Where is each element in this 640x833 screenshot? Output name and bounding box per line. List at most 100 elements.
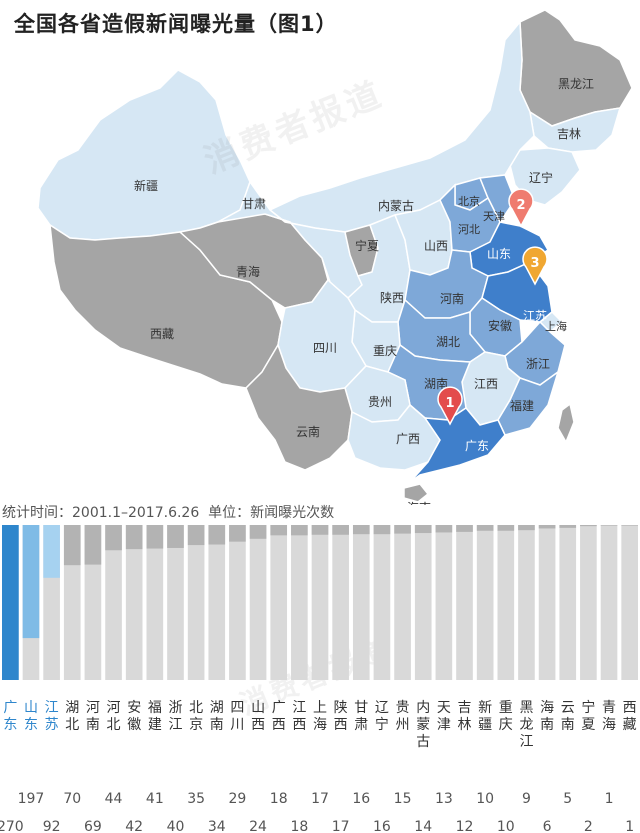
bar-山东[interactable]	[22, 525, 40, 639]
unit-label: 单位：	[208, 505, 251, 521]
bar-上海[interactable]	[311, 525, 329, 535]
bar-黑龙江[interactable]	[518, 525, 535, 531]
value-label: 41	[146, 791, 164, 807]
bar-重庆[interactable]	[497, 525, 515, 531]
value-label: 10	[476, 791, 494, 807]
tick-label: 徽	[127, 717, 141, 733]
bar-广西[interactable]	[270, 525, 288, 536]
tick-label: 上	[313, 700, 327, 716]
label-shanghai: 上海	[545, 319, 567, 333]
tick-label: 山	[251, 700, 265, 716]
bar-北京[interactable]	[187, 525, 205, 546]
bar-安徽[interactable]	[125, 525, 143, 550]
pin-rank-1: 1	[437, 386, 463, 426]
page-title: 全国各省造假新闻曝光量（图1）	[14, 12, 338, 36]
value-label: 35	[187, 791, 205, 807]
label-gansu: 甘肃	[242, 197, 266, 211]
tick-label: 建	[148, 717, 162, 733]
pin-rank-3-label: 3	[530, 256, 539, 271]
value-label: 1	[605, 791, 614, 807]
bar-江西[interactable]	[291, 525, 308, 536]
label-neimenggu: 内蒙古	[378, 198, 414, 213]
value-label: 1	[625, 819, 634, 833]
tick-label: 蒙	[416, 717, 430, 733]
value-label: 270	[0, 819, 24, 833]
tick-label: 陕	[334, 700, 348, 716]
bar-山西[interactable]	[249, 525, 267, 539]
value-label: 92	[43, 819, 61, 833]
tick-label: 南	[561, 717, 575, 733]
bar-track	[497, 525, 515, 680]
tick-label: 青	[602, 700, 616, 716]
tick-label: 海	[313, 717, 327, 733]
bar-宁夏[interactable]	[580, 525, 597, 527]
tick-label: 宁	[581, 699, 595, 716]
label-hubei: 湖北	[436, 334, 460, 349]
tick-label: 江	[45, 700, 59, 716]
bar-track	[291, 525, 308, 680]
tick-label: 江	[168, 717, 182, 733]
label-hebei: 河北	[458, 223, 480, 236]
bar-河北[interactable]	[105, 525, 122, 551]
unit-value: 新闻曝光次数	[250, 505, 335, 521]
province-jilin[interactable]	[528, 107, 622, 153]
bar-track	[270, 525, 288, 680]
bar-广东[interactable]	[2, 525, 19, 680]
bar-海南[interactable]	[538, 525, 556, 529]
label-henan: 河南	[440, 291, 464, 306]
bar-吉林[interactable]	[456, 525, 473, 532]
province-tianjin[interactable]	[478, 174, 516, 224]
bar-track	[146, 525, 164, 680]
label-shaanxi: 陕西	[380, 290, 404, 305]
tick-label: 京	[189, 717, 203, 733]
province-guangdong[interactable]	[409, 406, 506, 483]
bar-青海[interactable]	[600, 525, 618, 526]
bar-新疆[interactable]	[476, 525, 494, 531]
value-label: 40	[167, 819, 185, 833]
tick-label: 西	[334, 717, 348, 733]
bar-河南[interactable]	[84, 525, 102, 565]
bar-湖南[interactable]	[208, 525, 226, 545]
bar-track	[311, 525, 329, 680]
value-label: 18	[270, 791, 288, 807]
value-label: 9	[522, 791, 531, 807]
province-fujian[interactable]	[497, 370, 560, 436]
bar-云南[interactable]	[559, 525, 577, 528]
china-map: 黑龙江 吉林 辽宁 新疆 甘肃 内蒙古 北京 天津 河北 宁夏 山西 山东 青海…	[37, 9, 633, 505]
bar-甘肃[interactable]	[352, 525, 370, 535]
value-label: 69	[84, 819, 102, 833]
label-shandong: 山东	[487, 247, 511, 261]
label-guangdong: 广东	[465, 439, 489, 453]
tick-label: 古	[416, 734, 430, 750]
bar-四川[interactable]	[229, 525, 246, 542]
tick-label: 吉	[458, 700, 472, 716]
bar-陕西[interactable]	[332, 525, 349, 535]
bar-湖北[interactable]	[63, 525, 81, 566]
value-label: 34	[208, 819, 226, 833]
bar-天津[interactable]	[435, 525, 453, 533]
tick-label: 西	[272, 717, 286, 733]
bar-江苏[interactable]	[43, 525, 60, 578]
bar-内蒙古[interactable]	[414, 525, 432, 534]
tick-label: 西	[251, 717, 265, 733]
label-beijing: 北京	[458, 194, 480, 208]
tick-label: 江	[292, 700, 306, 716]
tick-label: 南	[540, 717, 554, 733]
tick-label: 新	[478, 700, 492, 716]
bar-西藏[interactable]	[621, 525, 638, 526]
value-label: 42	[125, 819, 143, 833]
bar-福建[interactable]	[146, 525, 164, 549]
bar-track	[435, 525, 453, 680]
pin-rank-3: 3	[522, 246, 548, 286]
bar-track	[518, 525, 535, 680]
bar-辽宁[interactable]	[373, 525, 391, 535]
tick-label: 西	[292, 717, 306, 733]
tick-label: 北	[107, 717, 121, 733]
label-guizhou: 贵州	[368, 395, 392, 409]
tick-label: 河	[107, 700, 121, 716]
province-hainan[interactable]	[403, 483, 430, 503]
tick-label: 南	[210, 717, 224, 733]
bar-贵州[interactable]	[394, 525, 411, 534]
bar-浙江[interactable]	[167, 525, 184, 548]
value-label: 16	[373, 819, 391, 833]
